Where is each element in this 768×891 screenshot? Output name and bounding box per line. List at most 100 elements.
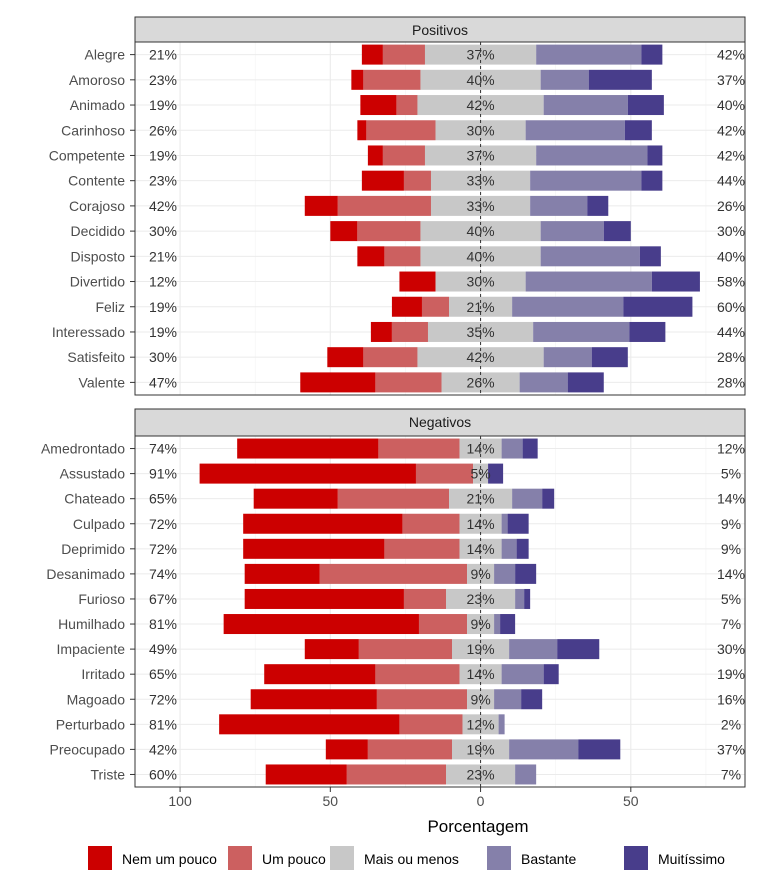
bar-segment-mais-ou-menos <box>459 664 502 685</box>
bar-segment-um-pouco <box>319 563 468 584</box>
bar-segment-muitissimo <box>591 347 628 368</box>
bar-segment-bastante <box>494 614 501 635</box>
bar-segment-um-pouco <box>402 513 460 534</box>
mid-percent-label: 14% <box>467 541 495 557</box>
high-percent-label: 14% <box>717 491 745 507</box>
bar-segment-bastante <box>512 296 624 317</box>
bar-segment-bastante <box>501 438 523 459</box>
x-tick-label: 50 <box>623 793 639 809</box>
bar-segment-bastante <box>530 195 588 216</box>
bar-segment-muitissimo <box>567 372 604 393</box>
high-percent-label: 30% <box>717 223 745 239</box>
low-percent-label: 23% <box>149 173 177 189</box>
row-label: Feliz <box>95 299 125 315</box>
panel-strip <box>134 16 746 43</box>
panel-title: Negativos <box>409 414 471 430</box>
high-percent-label: 7% <box>721 766 741 782</box>
mid-percent-label: 14% <box>467 666 495 682</box>
row-label: Divertido <box>70 274 125 290</box>
row-label: Chateado <box>64 491 125 507</box>
row-label: Satisfeito <box>67 349 125 365</box>
row-label: Decidido <box>71 223 126 239</box>
plot-background <box>135 42 745 395</box>
row-label: Amoroso <box>69 72 125 88</box>
row-label: Contente <box>68 173 125 189</box>
bar-segment-nem-um-pouco <box>300 372 376 393</box>
low-percent-label: 74% <box>149 566 177 582</box>
row-label: Humilhado <box>58 616 125 632</box>
bar-segment-muitissimo <box>651 271 700 292</box>
mid-percent-label: 42% <box>467 349 495 365</box>
high-percent-label: 42% <box>717 122 745 138</box>
bar-segment-um-pouco <box>337 488 450 509</box>
mid-percent-label: 19% <box>467 641 495 657</box>
row-label: Carinhoso <box>61 122 125 138</box>
bar-segment-um-pouco <box>384 246 421 267</box>
bar-segment-bastante <box>494 689 522 710</box>
high-percent-label: 28% <box>717 374 745 390</box>
bar-segment-bastante <box>501 664 544 685</box>
bar-segment-nem-um-pouco <box>253 488 338 509</box>
row-label: Impaciente <box>57 641 126 657</box>
bar-segment-muitissimo <box>557 639 600 660</box>
bar-segment-mais-ou-menos <box>467 563 495 584</box>
bar-segment-muitissimo <box>641 170 663 191</box>
low-percent-label: 19% <box>149 97 177 113</box>
panel-border <box>134 435 746 788</box>
high-percent-label: 16% <box>717 691 745 707</box>
bar-segment-bastante <box>501 513 508 534</box>
bar-segment-nem-um-pouco <box>399 271 436 292</box>
bar-segment-um-pouco <box>366 120 436 141</box>
bar-segment-nem-um-pouco <box>244 563 320 584</box>
low-percent-label: 19% <box>149 299 177 315</box>
bar-segment-muitissimo <box>623 296 693 317</box>
high-percent-label: 9% <box>721 516 741 532</box>
row-label: Valente <box>79 374 126 390</box>
bar-segment-nem-um-pouco <box>361 170 404 191</box>
bar-segment-muitissimo <box>507 513 529 534</box>
bar-segment-um-pouco <box>375 372 442 393</box>
bar-segment-bastante <box>533 321 630 342</box>
bar-segment-mais-ou-menos <box>417 95 544 116</box>
bar-segment-nem-um-pouco <box>370 321 392 342</box>
bar-segment-nem-um-pouco <box>237 438 379 459</box>
low-percent-label: 72% <box>149 691 177 707</box>
low-percent-label: 23% <box>149 72 177 88</box>
row-label: Irritado <box>81 666 125 682</box>
bar-segment-bastante <box>543 347 592 368</box>
high-percent-label: 12% <box>717 441 745 457</box>
low-percent-label: 19% <box>149 147 177 163</box>
bar-segment-bastante <box>494 563 516 584</box>
bar-segment-um-pouco <box>415 463 474 484</box>
legend-label: Nem um pouco <box>122 851 217 867</box>
bar-segment-mais-ou-menos <box>452 639 510 660</box>
bar-segment-muitissimo <box>603 221 631 242</box>
bar-segment-nem-um-pouco <box>391 296 422 317</box>
bar-segment-nem-um-pouco <box>250 689 377 710</box>
bar-segment-bastante <box>536 44 642 65</box>
bar-segment-muitissimo <box>629 321 666 342</box>
mid-percent-label: 9% <box>470 566 490 582</box>
bar-segment-muitissimo <box>515 563 537 584</box>
legend-label: Muitíssimo <box>658 851 725 867</box>
high-percent-label: 37% <box>717 72 745 88</box>
bar-segment-um-pouco <box>382 145 425 166</box>
row-label: Animado <box>70 97 125 113</box>
bar-segment-bastante <box>519 372 568 393</box>
row-label: Culpado <box>73 516 125 532</box>
bar-segment-mais-ou-menos <box>459 538 502 559</box>
legend-label: Mais ou menos <box>364 851 459 867</box>
low-percent-label: 81% <box>149 616 177 632</box>
high-percent-label: 40% <box>717 248 745 264</box>
bar-segment-bastante <box>540 69 589 90</box>
legend-swatch <box>88 846 112 870</box>
bar-segment-muitissimo <box>488 463 504 484</box>
high-percent-label: 30% <box>717 641 745 657</box>
bar-segment-nem-um-pouco <box>360 95 397 116</box>
high-percent-label: 44% <box>717 173 745 189</box>
low-percent-label: 91% <box>149 466 177 482</box>
row-label: Interessado <box>52 324 125 340</box>
low-percent-label: 72% <box>149 516 177 532</box>
bar-segment-nem-um-pouco <box>351 69 364 90</box>
